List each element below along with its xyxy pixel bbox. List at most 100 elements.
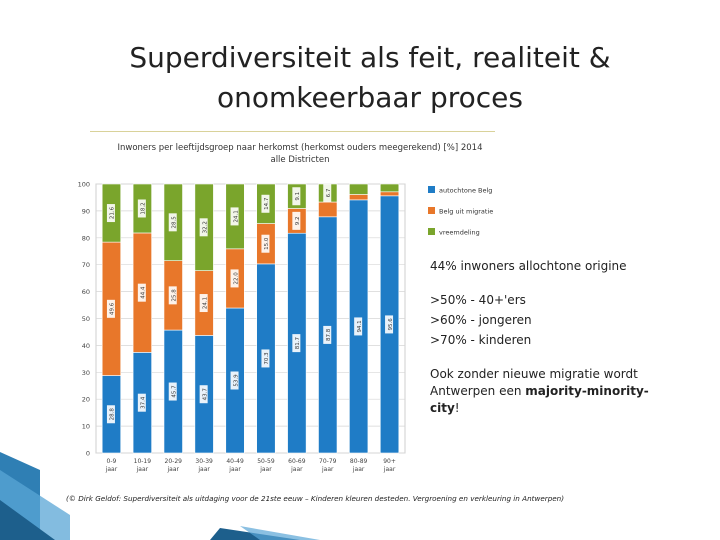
data-label-text: 70.3 [264, 352, 270, 365]
data-label-box [230, 207, 239, 226]
x-tick-label: 70-79 [319, 458, 337, 465]
data-label: 24.1 [199, 294, 208, 313]
x-tick-label-unit: jaar [136, 466, 149, 473]
stacked-bar-chart: 010203040506070809010028.849.621.60-9jaa… [78, 181, 406, 473]
bar-segment [318, 201, 338, 218]
x-tick-label-unit: jaar [197, 466, 210, 473]
x-tick-label: 80-89 [350, 458, 368, 465]
data-label-box [230, 269, 239, 288]
data-label-box [199, 385, 208, 404]
source-citation: (© Dirk Geldof: Superdiversiteit als uit… [66, 494, 565, 503]
side-line-5b-text: Antwerpen een [430, 384, 526, 398]
data-label-box [230, 371, 239, 390]
data-label-box [292, 211, 301, 230]
x-tick-label: 90+ [383, 458, 396, 465]
data-label-box [106, 405, 115, 424]
data-label: 53.9 [230, 371, 239, 390]
chart-title: Inwoners per leeftijdsgroep naar herkoms… [90, 142, 510, 166]
x-tick-label: 30-39 [195, 458, 213, 465]
data-label: 94.1 [354, 317, 363, 336]
data-label: 9.2 [292, 211, 301, 230]
data-label-text: 53.9 [233, 374, 239, 387]
y-tick-label: 20 [82, 396, 90, 404]
data-label: 24.1 [230, 207, 239, 226]
x-tick-label: 10-19 [134, 458, 152, 465]
data-label: 15.0 [261, 234, 270, 253]
data-label-text: 14.7 [264, 197, 270, 210]
data-label-box [106, 204, 115, 223]
side-line-4: >70% - kinderen [430, 333, 532, 347]
chart-title-text: Inwoners per leeftijdsgroep naar herkoms… [117, 143, 483, 153]
y-tick-label: 30 [82, 369, 90, 377]
x-tick-label-unit: jaar [259, 466, 272, 473]
data-label: 95.6 [385, 315, 394, 334]
data-label: 43.7 [199, 385, 208, 404]
data-label: 49.6 [106, 299, 116, 318]
data-label-text: 32.2 [202, 221, 208, 233]
legend-swatch [428, 186, 435, 193]
data-label-text: 49.6 [110, 302, 116, 315]
side-line-5c-bold: city [430, 401, 455, 415]
bar-segment [379, 183, 400, 193]
data-label: 87.8 [323, 325, 332, 344]
data-label: 81.7 [292, 334, 301, 353]
y-tick-label: 60 [82, 288, 90, 296]
x-tick-label-unit: jaar [228, 466, 241, 473]
x-tick-label-unit: jaar [167, 466, 180, 473]
legend-label: Belg uit migratie [439, 208, 493, 216]
x-tick-label: 50-59 [257, 458, 275, 465]
data-label-box [292, 187, 301, 206]
x-tick-label: 20-29 [165, 458, 183, 465]
data-label-text: 87.8 [326, 328, 332, 341]
data-label: 44.4 [137, 283, 147, 302]
data-label: 32.2 [199, 218, 208, 237]
data-label-text: 28.5 [171, 216, 177, 229]
data-label-box [323, 325, 332, 344]
data-label: 22.0 [230, 269, 239, 288]
data-label-text: 6.7 [326, 188, 332, 197]
x-tick-label-unit: jaar [321, 466, 334, 473]
bar-segment [379, 191, 400, 197]
chart-subtitle: alle Districten [270, 155, 330, 165]
legend-label: vreemdeling [439, 229, 480, 237]
side-line-1: 44% inwoners allochtone origine [430, 259, 627, 273]
data-label-box [199, 218, 208, 237]
y-tick-label: 10 [82, 423, 90, 431]
chart-legend: autochtone Belg Belg uit migratie vreemdel… [428, 186, 493, 237]
data-label: 21.6 [106, 204, 116, 223]
x-tick-label: 60-69 [288, 458, 306, 465]
side-text: 44% inwoners allochtone origine >50% - 4… [430, 258, 695, 417]
data-label-text: 45.7 [171, 385, 177, 398]
data-label-text: 81.7 [295, 336, 301, 349]
x-tick-label: 40-49 [226, 458, 244, 465]
data-label-box [137, 199, 146, 218]
data-label-box [261, 194, 270, 213]
y-tick-label: 50 [82, 315, 90, 323]
y-tick-label: 90 [82, 207, 90, 215]
side-line-2: >50% - 40+'ers [430, 293, 526, 307]
data-label-box [354, 317, 363, 336]
data-label-box [168, 213, 177, 232]
data-label-box [261, 349, 270, 368]
side-line-5c: city! [430, 400, 695, 417]
data-label-text: 44.4 [141, 286, 147, 299]
data-label-text: 9.2 [295, 216, 301, 225]
x-tick-label-unit: jaar [105, 466, 118, 473]
title-divider [90, 131, 495, 132]
data-label: 45.7 [168, 382, 177, 401]
data-label: 18.2 [137, 199, 147, 218]
data-label-box [292, 334, 301, 353]
data-label-text: 24.1 [202, 297, 208, 309]
data-label: 25.8 [168, 286, 177, 305]
data-label-box [106, 299, 115, 318]
y-tick-label: 0 [86, 450, 90, 458]
data-label-text: 21.6 [110, 206, 116, 219]
y-tick-label: 80 [82, 234, 90, 242]
x-tick-label-unit: jaar [352, 466, 365, 473]
side-line-5a: Ook zonder nieuwe migratie wordt [430, 367, 638, 381]
data-label: 37.4 [137, 393, 147, 412]
legend-swatch [428, 228, 435, 235]
data-label-box [137, 283, 146, 302]
data-label-box [199, 294, 208, 313]
data-label-box [168, 286, 177, 305]
